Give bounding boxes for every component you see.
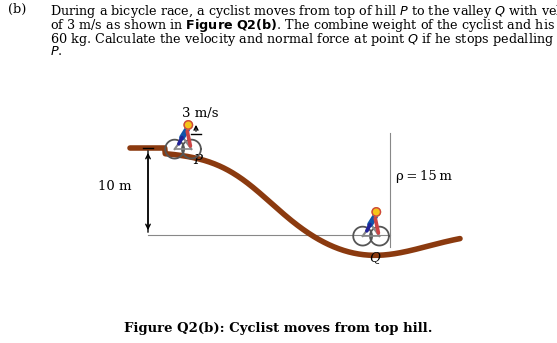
Text: Figure Q2(b): Cyclist moves from top hill.: Figure Q2(b): Cyclist moves from top hil…: [124, 322, 432, 335]
Text: $P$.: $P$.: [50, 45, 62, 58]
Text: Q: Q: [369, 251, 380, 264]
Circle shape: [372, 208, 380, 216]
Text: 10 m: 10 m: [98, 180, 132, 193]
Text: (b): (b): [8, 3, 26, 16]
Text: ρ = 15 m: ρ = 15 m: [396, 170, 452, 183]
Text: During a bicycle race, a cyclist moves from top of hill $P$ to the valley $Q$ wi: During a bicycle race, a cyclist moves f…: [50, 3, 557, 20]
Text: P: P: [193, 154, 202, 167]
Text: of 3 m/s as shown in $\mathbf{Figure\ Q2(b)}$. The combine weight of the cyclist: of 3 m/s as shown in $\mathbf{Figure\ Q2…: [50, 17, 557, 34]
Circle shape: [184, 121, 193, 129]
Text: 3 m/s: 3 m/s: [182, 107, 218, 120]
Text: 60 kg. Calculate the velocity and normal force at point $Q$ if he stops pedallin: 60 kg. Calculate the velocity and normal…: [50, 31, 557, 48]
